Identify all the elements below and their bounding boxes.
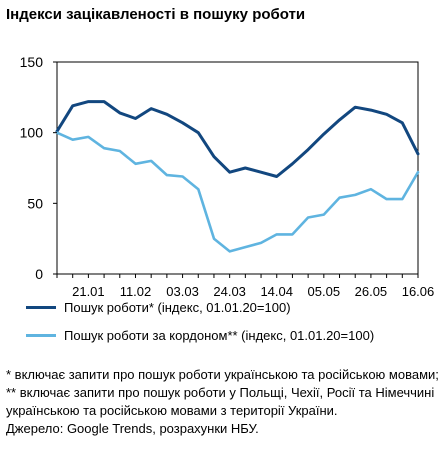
x-tick-label: 24.03 (213, 284, 246, 299)
x-tick-label: 05.05 (308, 284, 341, 299)
plot-frame (56, 61, 419, 275)
chart-series (55, 100, 420, 253)
legend-label-series-1: Пошук роботи* (індекс, 01.01.20=100) (64, 300, 291, 315)
series-line-1 (55, 100, 420, 178)
legend-item-series-1: Пошук роботи* (індекс, 01.01.20=100) (26, 300, 291, 315)
footnotes: * включає запити про пошук роботи україн… (6, 366, 440, 438)
x-tick-label: 14.04 (260, 284, 293, 299)
y-tick-label: 0 (35, 266, 43, 282)
y-tick-label: 50 (27, 195, 43, 211)
x-tick-label: 16.06 (402, 284, 435, 299)
x-tick-label: 21.01 (72, 284, 105, 299)
legend-label-series-2: Пошук роботи за кордоном** (індекс, 01.0… (64, 328, 375, 343)
series-line-2 (55, 131, 420, 253)
chart-axes (56, 61, 419, 275)
legend-swatch-series-2 (26, 334, 56, 338)
x-tick-label: 03.03 (166, 284, 199, 299)
legend-item-series-2: Пошук роботи за кордоном** (індекс, 01.0… (26, 328, 374, 343)
legend-swatch-series-1 (26, 306, 56, 310)
line-chart: 0 50 100 150 21.01 11.02 03.03 24.03 14.04 05.05 2… (20, 54, 435, 299)
y-tick-label: 150 (20, 54, 44, 70)
y-tick-label: 100 (20, 125, 44, 141)
x-tick-label: 26.05 (355, 284, 388, 299)
x-tick-label: 11.02 (120, 284, 152, 299)
source-note: Джерело: Google Trends, розрахунки НБУ. (6, 421, 259, 436)
footnote-text: * включає запити про пошук роботи україн… (6, 367, 439, 418)
chart-ticks: 0 50 100 150 21.01 11.02 03.03 24.03 14.04 05.05 2… (20, 54, 435, 299)
chart-title: Індекси зацікавленості в пошуку роботи (6, 6, 306, 23)
